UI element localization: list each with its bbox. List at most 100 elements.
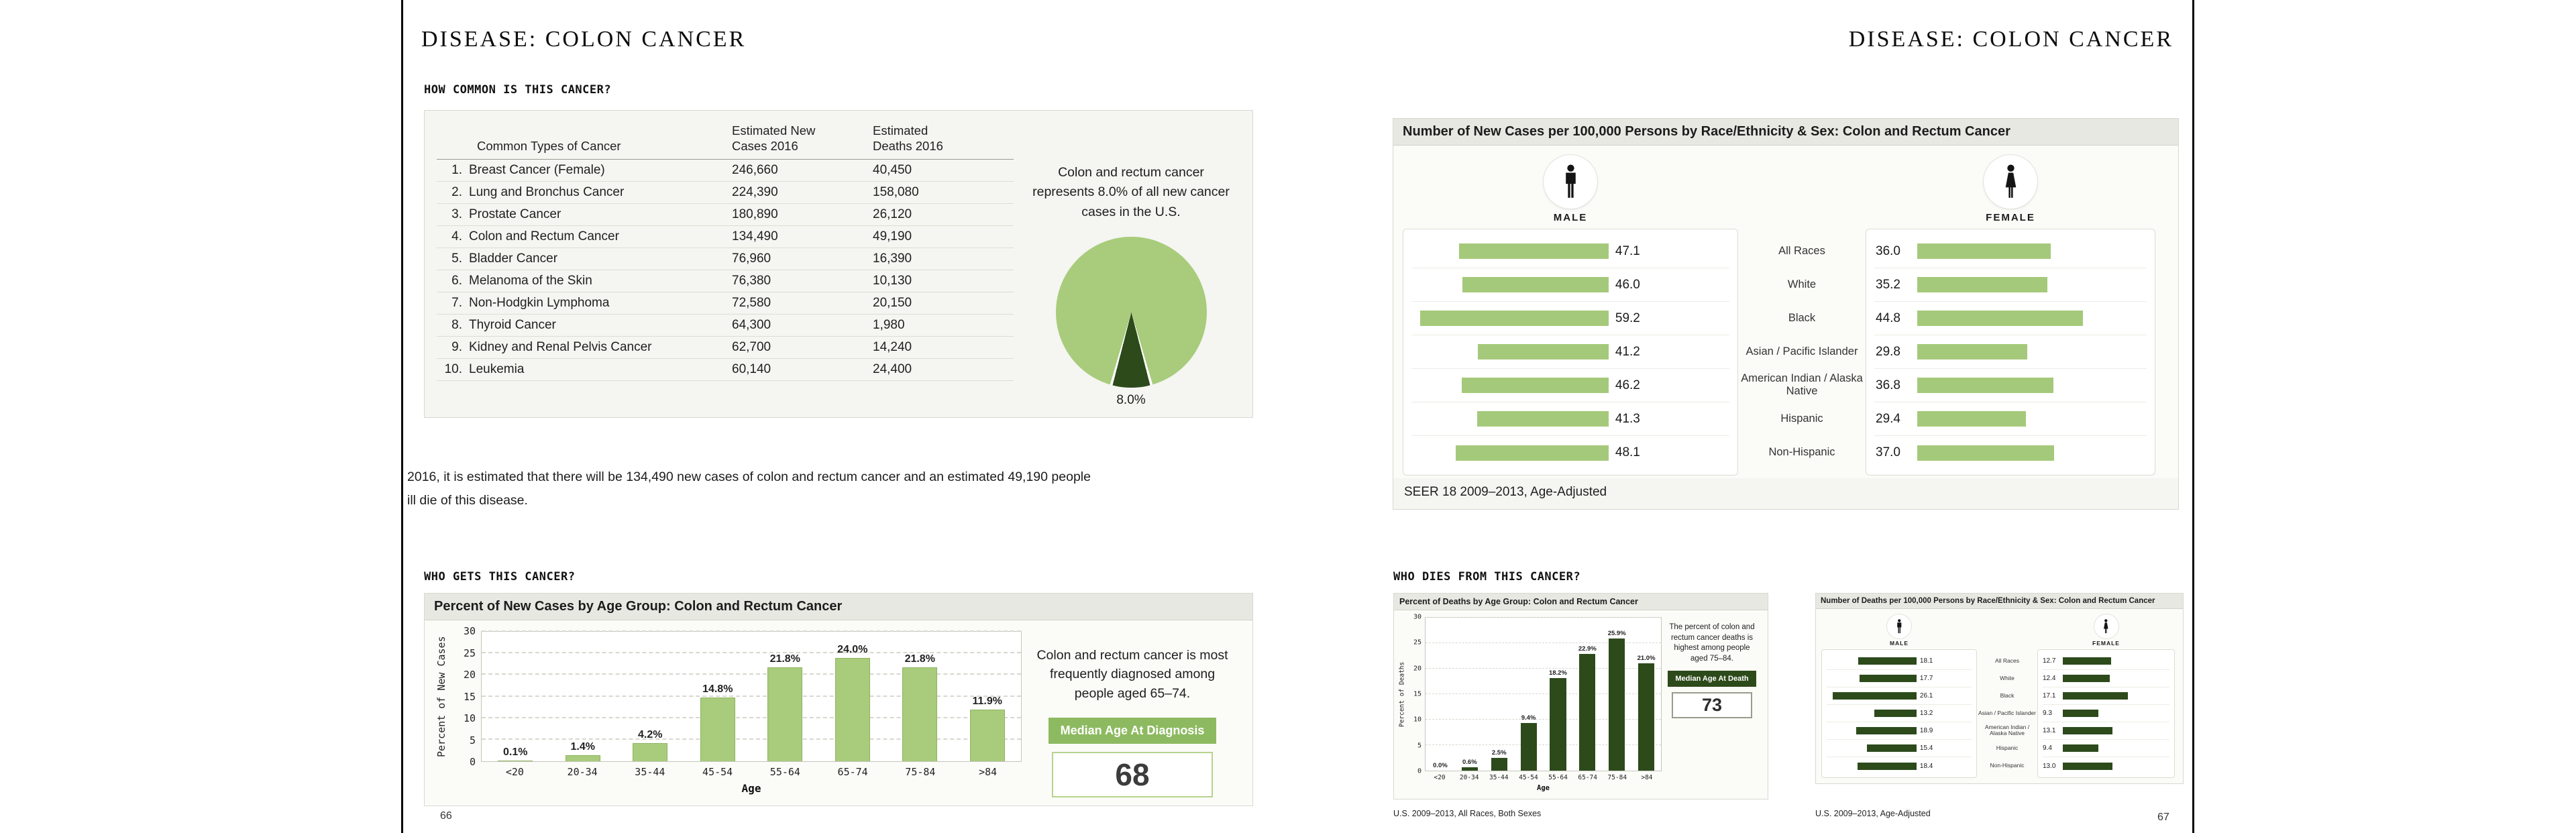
male-bar [1458,243,1609,259]
bar [767,667,803,761]
male-bar-row: 41.3 [1411,402,1729,436]
female-bar [1917,344,2028,359]
bar [835,657,870,761]
common-cancers-panel: Common Types of Cancer Estimated New Case… [424,110,1253,418]
female-value: 9.3 [2043,710,2052,717]
female-bar-row: 37.0 [1874,436,2147,469]
race-labels-column: All Races White Black Asian / Pacific Is… [1977,649,2037,778]
female-bar-row: 13.0 [2043,757,2169,775]
bar [1520,722,1537,771]
gridline [482,673,1021,675]
bar [1579,653,1596,771]
female-bar [1917,277,2048,292]
bar [902,667,938,761]
incidence-note-line1: 2016, it is estimated that there will be… [407,469,1091,484]
chart-title: Percent of New Cases by Age Group: Colon… [425,594,1252,620]
female-icon-block: FEMALE [1866,155,2155,223]
male-bar-row: 13.2 [1827,705,1972,722]
female-bar [1917,411,2027,427]
bar-slot: 11.9% [954,632,1022,761]
female-bar [2063,675,2110,682]
bar-slot: 1.4% [549,632,617,761]
gridline [1426,693,1661,694]
male-value: 13.2 [1919,710,1933,717]
table-row: 2. Lung and Bronchus Cancer 224,390 158,080 [437,181,1014,205]
race-label: Asian / Pacific Islander [1978,709,2036,716]
col-header-new-cases: Estimated New Cases 2016 [732,123,873,160]
bar [565,755,600,761]
deaths-race-chart-footnote: U.S. 2009–2013, Age-Adjusted [1815,809,1931,818]
incidence-note: 2016, it is estimated that there will be… [407,465,1360,512]
pie-callout: Colon and rectum cancer represents 8.0% … [1022,123,1240,408]
female-bar [2063,727,2113,734]
table-row: 4. Colon and Rectum Cancer 134,490 49,190 [437,225,1014,249]
male-bar [1874,710,1917,717]
bar-slot: 21.8% [751,632,819,761]
median-age-value: 68 [1052,752,1213,798]
bar-slot: 4.2% [616,632,684,761]
y-axis-ticks: 0 5 10 15 20 25 30 [1413,613,1421,775]
female-bar-row: 9.3 [2043,705,2169,722]
female-bar-row: 44.8 [1874,302,2147,335]
deaths-by-race-chart-panel: Number of Deaths per 100,000 Persons by … [1815,593,2184,784]
female-bar [1917,311,2084,326]
female-bar [2063,744,2099,752]
male-value: 41.2 [1615,344,1640,359]
table-row: 10. Leukemia 60,140 24,400 [437,358,1014,382]
bar [1609,638,1625,771]
bar-slot: 0.6% [1455,618,1485,771]
female-value: 12.7 [2043,657,2056,665]
female-bar-row: 17.1 [2043,687,2169,705]
race-label: Black [2000,691,2015,699]
male-icon [1565,164,1576,198]
race-labels-column: All Races White Black Asian / Pacific Is… [1738,229,1866,476]
male-icon [1896,619,1902,634]
female-bar [1917,445,2055,461]
pie-callout-text: Colon and rectum cancer represents 8.0% … [1032,165,1230,219]
male-value: 48.1 [1615,445,1640,459]
female-icon [2005,164,2016,198]
female-bar-row: 12.7 [2043,653,2169,670]
race-label: All Races [1778,244,1825,257]
gridline [482,695,1021,697]
plot-area: 0.0% 0.6% 2.5% 9.4% 18.2% 22.9% 25.9% 21… [1425,617,1662,771]
sidebar-text: The percent of colon and rectum cancer d… [1669,623,1755,663]
female-bar [2063,692,2129,700]
bar-slot: 21.0% [1631,618,1661,771]
page-title-left: DISEASE: COLON CANCER [421,27,747,52]
sex-icons-row: MALE FEMALE [1403,155,2169,223]
chart-footnote: SEER 18 2009–2013, Age-Adjusted [1404,485,1607,499]
female-bar-row: 36.0 [1874,235,2147,268]
male-bar [1857,762,1917,770]
male-bar [1477,411,1609,427]
male-icon-block: MALE [1403,155,1738,223]
bar [1491,758,1507,771]
race-label: All Races [1995,657,2019,664]
page-edge-rule-right [2192,0,2194,833]
male-bar-row: 46.0 [1411,268,1729,302]
race-label: Non-Hispanic [1990,761,2025,769]
deaths-age-chart-footnote: U.S. 2009–2013, All Races, Both Sexes [1393,809,1542,818]
male-bar [1867,744,1917,752]
female-value: 17.1 [2043,692,2056,700]
female-icon-circle [1984,155,2037,209]
female-value: 9.4 [2043,744,2052,752]
race-bars-row: 18.1 17.7 26.1 13.2 18.9 15.4 18.4 All R… [1821,649,2178,778]
bar-slot: 18.2% [1544,618,1573,771]
gridline [1426,719,1661,720]
male-bars-card: 18.1 17.7 26.1 13.2 18.9 15.4 18.4 [1821,649,1977,778]
male-bar [1860,675,1917,682]
col-header-deaths: Estimated Deaths 2016 [873,123,1014,160]
page-title-right: DISEASE: COLON CANCER [1848,27,2174,52]
race-label: Asian / Pacific Islander [1746,345,1858,357]
male-bar [1477,344,1609,359]
male-label: MALE [1553,212,1588,223]
male-value: 59.2 [1615,311,1640,325]
bar-slot: 21.8% [886,632,954,761]
gridline [482,716,1021,718]
female-value: 13.1 [2043,727,2056,734]
race-bars-row: 47.1 46.0 59.2 41.2 46.2 41.3 48.1 All R… [1403,229,2169,476]
male-value: 26.1 [1919,692,1933,700]
male-bar-row: 48.1 [1411,436,1729,469]
female-label: FEMALE [2092,640,2120,647]
